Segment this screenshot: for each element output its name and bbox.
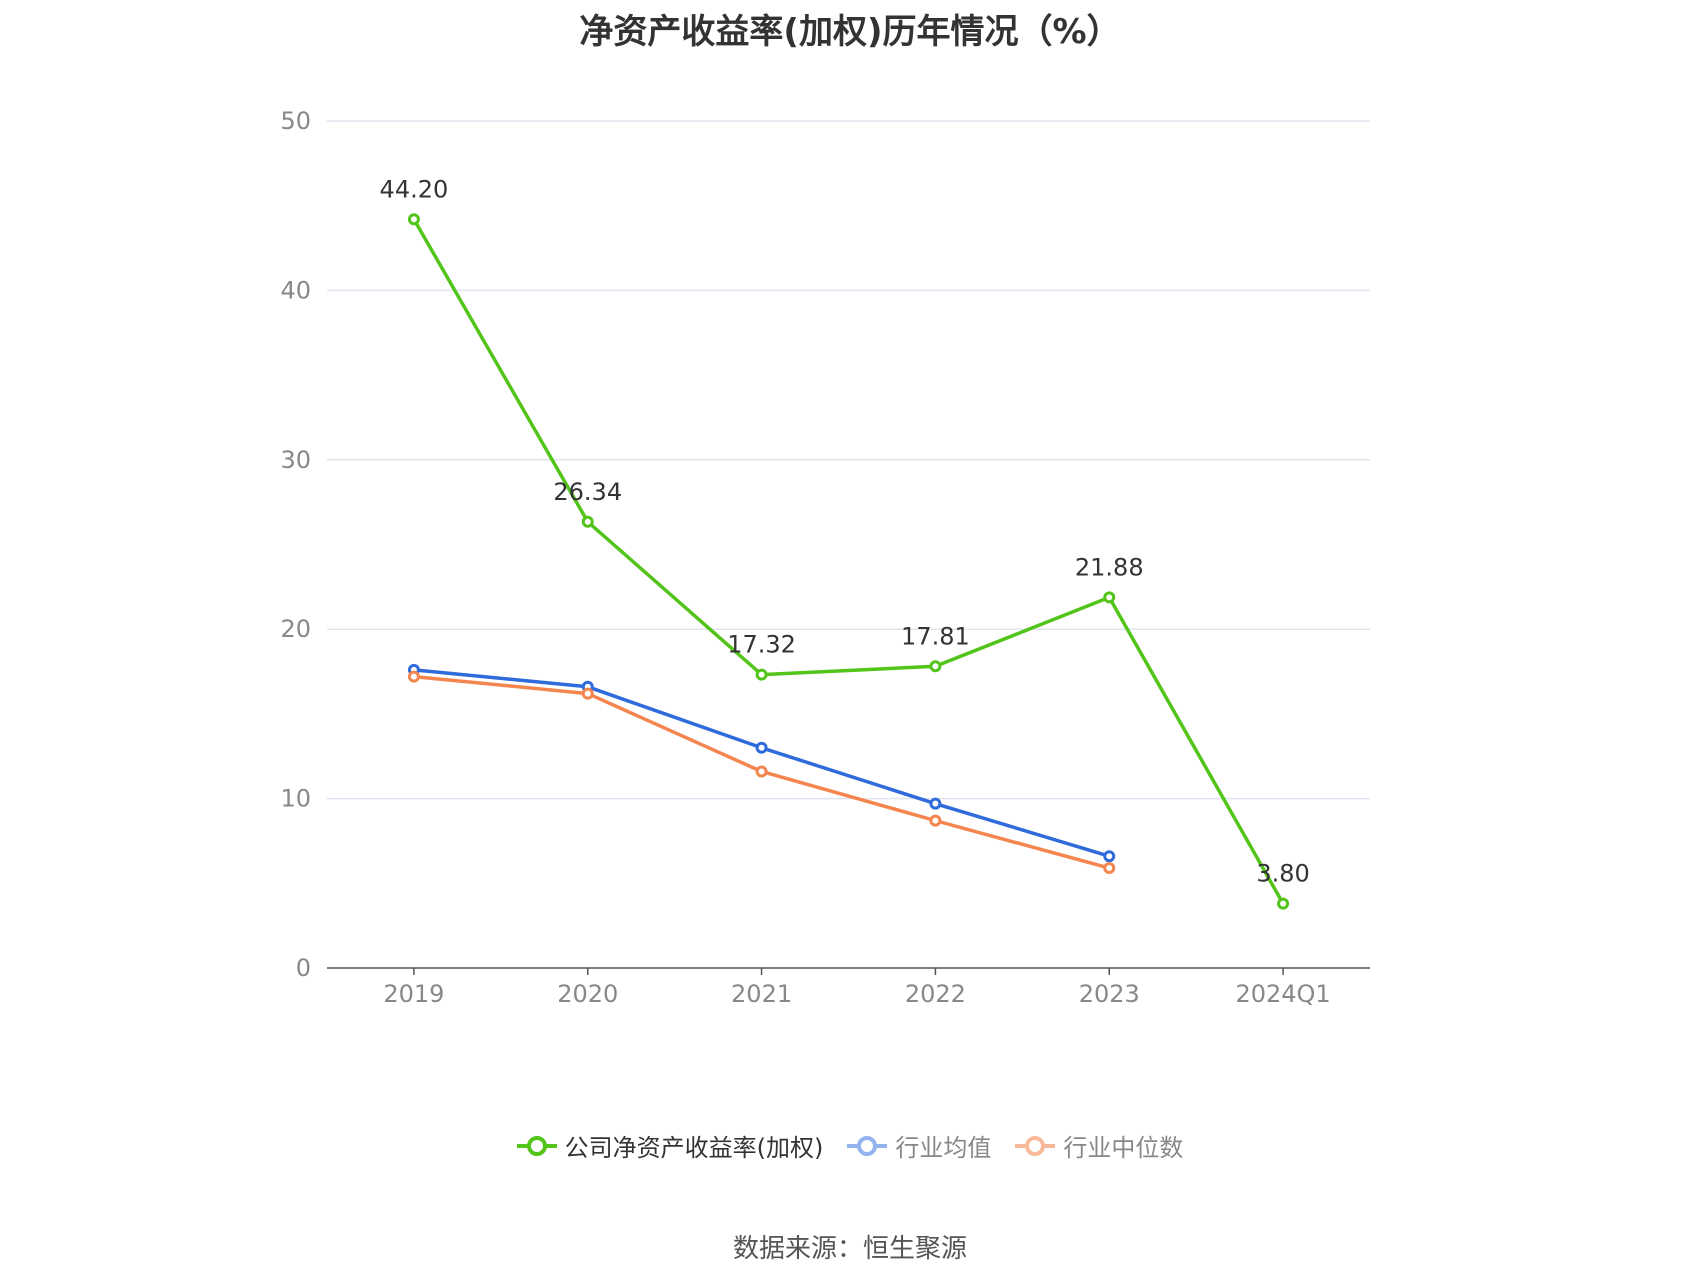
chart-title: 净资产收益率(加权)历年情况（%） <box>579 12 1121 52</box>
x-tick-label-2021: 2021 <box>731 980 792 1008</box>
x-tick-label-2023: 2023 <box>1079 980 1140 1008</box>
legend: 公司净资产收益率(加权) 行业均值 行业中位数 <box>0 1128 1700 1163</box>
legend-marker-industry-mean <box>847 1135 888 1156</box>
y-tick-label-10: 10 <box>280 785 311 813</box>
legend-item-industry-median[interactable]: 行业中位数 <box>1015 1128 1183 1163</box>
series-line-1 <box>413 668 1110 858</box>
x-tick-label-2020: 2020 <box>557 980 618 1008</box>
data-point-s2-2023 <box>1103 862 1116 875</box>
data-point-s0-2022 <box>929 660 942 673</box>
axis-layer: 0 10 20 30 40 50 2019 2020 2021 2022 2023 2024Q1 <box>280 107 1370 1008</box>
data-source: 数据来源：恒生聚源 <box>732 1234 967 1264</box>
data-point-s1-2022 <box>929 797 942 810</box>
y-tick-label-50: 50 <box>280 107 311 135</box>
legend-item-industry-mean[interactable]: 行业均值 <box>847 1128 991 1163</box>
x-tick-label-2024Q1: 2024Q1 <box>1235 980 1330 1008</box>
data-label-2022: 17.81 <box>901 622 970 650</box>
x-tick-label-2022: 2022 <box>905 980 966 1008</box>
line-chart: 0 10 20 30 40 50 2019 2020 2021 2022 2023 2024Q1 44… <box>280 107 1370 1008</box>
data-point-s0-2019 <box>407 213 420 226</box>
data-label-2020: 26.34 <box>553 478 622 506</box>
data-point-s0-2024Q1 <box>1277 897 1290 910</box>
data-point-s2-2020 <box>581 687 594 700</box>
data-label-layer: 44.20 26.34 17.32 17.81 21.88 3.80 <box>380 175 1310 887</box>
data-point-s1-2023 <box>1103 850 1116 863</box>
data-label-2024Q1: 3.80 <box>1256 860 1309 888</box>
legend-item-company[interactable]: 公司净资产收益率(加权) <box>516 1128 824 1163</box>
legend-label-industry-mean: 行业均值 <box>895 1134 992 1162</box>
series-layer <box>407 213 1290 910</box>
series-line-0 <box>412 218 1285 905</box>
data-label-2021: 17.32 <box>727 631 796 659</box>
data-point-s1-2021 <box>755 741 768 754</box>
data-label-2023: 21.88 <box>1075 553 1144 581</box>
data-point-s0-2023 <box>1103 591 1116 604</box>
data-point-s2-2022 <box>929 814 942 827</box>
y-tick-label-30: 30 <box>280 446 311 474</box>
legend-label-company: 公司净资产收益率(加权) <box>564 1134 824 1162</box>
data-point-s2-2019 <box>407 670 420 683</box>
data-point-s0-2020 <box>581 515 594 528</box>
legend-marker-industry-median <box>1015 1135 1056 1156</box>
y-tick-label-40: 40 <box>280 276 311 304</box>
data-label-2019: 44.20 <box>380 175 449 203</box>
legend-label-industry-median: 行业中位数 <box>1063 1134 1184 1162</box>
x-tick-label-2019: 2019 <box>383 980 444 1008</box>
data-point-s0-2021 <box>755 668 768 681</box>
legend-marker-company <box>516 1135 557 1156</box>
data-point-s2-2021 <box>755 765 768 778</box>
grid-layer <box>327 120 1370 800</box>
y-tick-label-20: 20 <box>280 615 311 643</box>
y-tick-label-0: 0 <box>296 954 311 982</box>
